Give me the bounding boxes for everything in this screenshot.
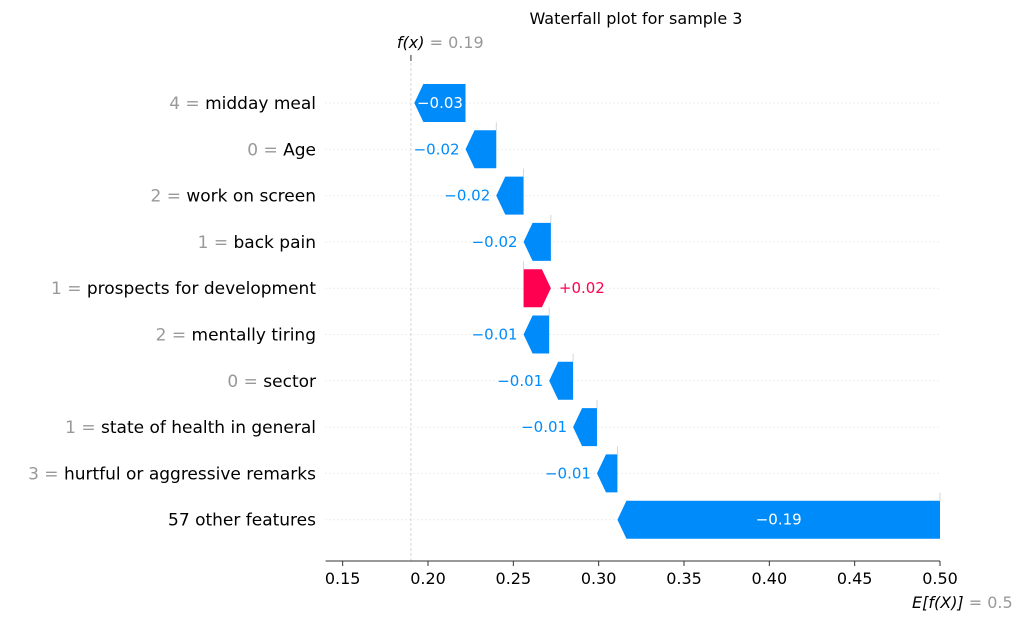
bar-value-label: −0.01 xyxy=(497,372,543,390)
waterfall-bar xyxy=(617,500,940,539)
feature-name: state of health in general xyxy=(101,418,316,438)
feature-value: 0 = xyxy=(227,372,263,392)
waterfall-bar xyxy=(465,130,497,169)
feature-value: 2 = xyxy=(156,326,192,346)
feature-label: 0 = sector xyxy=(227,372,316,392)
feature-label: 4 = midday meal xyxy=(169,94,316,114)
bar-value-label: −0.02 xyxy=(414,140,460,158)
feature-name: 57 other features xyxy=(168,511,316,531)
feature-label: 1 = prospects for development xyxy=(51,279,316,299)
efx-label: E[f(X)] xyxy=(912,593,964,612)
feature-name: hurtful or aggressive remarks xyxy=(64,464,316,484)
feature-name: midday meal xyxy=(205,94,316,114)
feature-label: 2 = work on screen xyxy=(150,187,316,207)
feature-label: 1 = state of health in general xyxy=(65,418,316,438)
bar-value-label: −0.01 xyxy=(472,326,518,344)
feature-value: 1 = xyxy=(65,418,101,438)
waterfall-bar xyxy=(523,315,550,354)
feature-name: mentally tiring xyxy=(192,326,316,346)
feature-value: 0 = xyxy=(247,140,283,160)
fx-value: = 0.19 xyxy=(425,33,484,52)
feature-value: 3 = xyxy=(28,464,64,484)
feature-labels-layer: 4 = midday meal 0 = Age 2 = work on screen… xyxy=(28,94,316,531)
annotations-layer: f(x) = 0.19 E[f(X)] = 0.5 xyxy=(397,33,1013,612)
bar-value-label: −0.01 xyxy=(545,464,591,482)
grid-layer xyxy=(325,58,941,561)
waterfall-bar xyxy=(596,454,618,493)
waterfall-bar xyxy=(496,176,524,215)
bar-value-label: −0.01 xyxy=(521,418,567,436)
feature-label: 0 = Age xyxy=(247,140,316,160)
chart-title: Waterfall plot for sample 3 xyxy=(530,9,743,28)
waterfall-bar xyxy=(573,408,597,447)
feature-label: 1 = back pain xyxy=(198,233,316,253)
feature-name: back pain xyxy=(233,233,316,253)
feature-value: 2 = xyxy=(150,187,186,207)
feature-label: 2 = mentally tiring xyxy=(156,326,316,346)
feature-value: 4 = xyxy=(169,94,205,114)
x-tick-label: 0.15 xyxy=(325,569,361,588)
x-axis: 0.15 0.20 0.25 0.30 0.35 0.40 0.45 0.50 xyxy=(325,560,958,588)
bar-value-label: −0.03 xyxy=(417,94,463,112)
waterfall-bar xyxy=(523,222,551,261)
x-tick-label: 0.50 xyxy=(922,569,958,588)
feature-name: Age xyxy=(283,140,316,160)
efx-annotation: E[f(X)] = 0.5 xyxy=(912,593,1013,612)
x-tick-label: 0.35 xyxy=(666,569,702,588)
bar-value-label: −0.02 xyxy=(444,187,490,205)
feature-label: 3 = hurtful or aggressive remarks xyxy=(28,464,316,484)
waterfall-bar xyxy=(523,269,551,308)
fx-label: f(x) xyxy=(397,33,425,52)
waterfall-bar xyxy=(414,84,466,122)
feature-label: 57 other features xyxy=(168,511,316,531)
efx-value: = 0.5 xyxy=(964,593,1013,612)
bar-value-label: −0.02 xyxy=(472,233,518,251)
feature-value: 1 = xyxy=(198,233,234,253)
feature-name: prospects for development xyxy=(87,279,316,299)
bars-layer: −0.03 −0.02 −0.02 −0.02 +0.02 −0.01 −0.01 −0.01… xyxy=(414,84,940,539)
feature-name: work on screen xyxy=(186,187,316,207)
x-tick-label: 0.40 xyxy=(752,569,788,588)
feature-name: sector xyxy=(263,372,316,392)
bar-value-label: −0.19 xyxy=(756,511,802,529)
bar-value-label: +0.02 xyxy=(559,279,605,297)
x-tick-label: 0.25 xyxy=(496,569,532,588)
x-tick-label: 0.20 xyxy=(410,569,446,588)
x-tick-label: 0.45 xyxy=(837,569,873,588)
x-tick-label: 0.30 xyxy=(581,569,617,588)
waterfall-bar xyxy=(549,361,574,400)
fx-annotation: f(x) = 0.19 xyxy=(397,33,484,52)
feature-value: 1 = xyxy=(51,279,87,299)
